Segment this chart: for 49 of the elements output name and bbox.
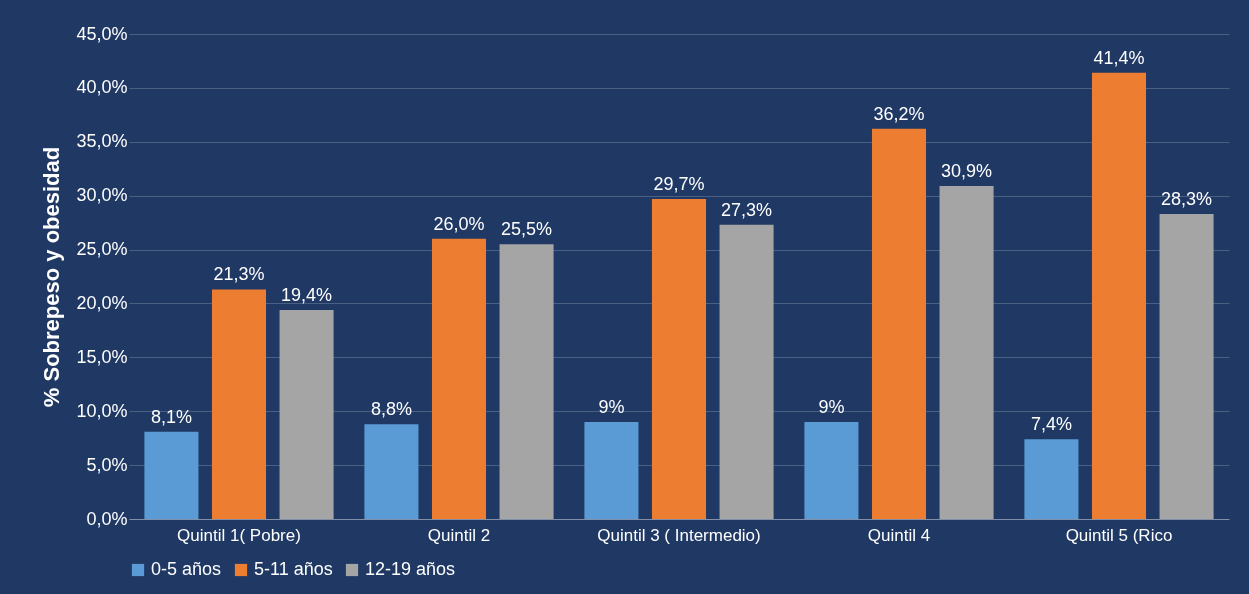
x-tick-label: Quintil 2 <box>427 525 491 545</box>
y-tick-label: 45,0% <box>76 23 128 44</box>
data-label: 30,9% <box>941 160 993 181</box>
legend-label: 0-5 años <box>151 559 222 579</box>
bar <box>804 422 859 519</box>
y-tick-label: 20,0% <box>76 292 128 313</box>
bar <box>211 289 267 519</box>
bar <box>719 224 774 519</box>
legend-label: 12-19 años <box>365 559 456 579</box>
data-label: 36,2% <box>873 103 925 124</box>
data-label: 7,4% <box>1030 414 1072 435</box>
data-label: 25,5% <box>501 219 553 240</box>
bar <box>1159 213 1214 519</box>
y-tick-label: 15,0% <box>76 346 128 367</box>
data-label: 9% <box>598 397 625 417</box>
data-label: 9% <box>818 397 845 417</box>
bar <box>279 309 334 519</box>
bar <box>144 431 199 519</box>
y-tick-label: 25,0% <box>76 239 128 260</box>
data-label: 28,3% <box>1161 188 1213 209</box>
bar <box>1024 439 1079 519</box>
y-tick-label: 0,0% <box>86 508 128 529</box>
bar <box>939 185 994 519</box>
data-label: 21,3% <box>213 264 265 285</box>
bar <box>651 198 707 519</box>
x-tick-label: Quintil 1( Pobre) <box>177 525 301 545</box>
data-label: 27,3% <box>721 199 773 220</box>
y-tick-label: 40,0% <box>76 77 128 98</box>
data-label: 26,0% <box>433 213 485 234</box>
data-label: 8,1% <box>150 406 192 427</box>
y-tick-label: 35,0% <box>76 131 128 152</box>
bar <box>1091 72 1147 519</box>
x-tick-label: Quintil 3 ( Intermedio) <box>597 525 761 545</box>
bar <box>431 238 487 519</box>
bar <box>871 128 927 519</box>
bar <box>499 244 554 519</box>
data-label: 19,4% <box>281 284 333 305</box>
x-tick-label: Quintil 4 <box>867 525 931 545</box>
data-label: 8,8% <box>370 399 412 420</box>
bar <box>364 424 419 519</box>
legend-label: 5-11 años <box>254 559 333 579</box>
data-label: 41,4% <box>1093 47 1145 68</box>
y-tick-label: 30,0% <box>76 185 128 206</box>
data-label: 29,7% <box>653 173 705 194</box>
y-tick-label: 10,0% <box>76 400 128 421</box>
bar <box>584 422 639 519</box>
x-tick-label: Quintil 5 (Rico <box>1065 525 1173 545</box>
y-axis-title: % Sobrepeso y obesidad <box>39 146 65 408</box>
y-tick-label: 5,0% <box>86 454 128 475</box>
